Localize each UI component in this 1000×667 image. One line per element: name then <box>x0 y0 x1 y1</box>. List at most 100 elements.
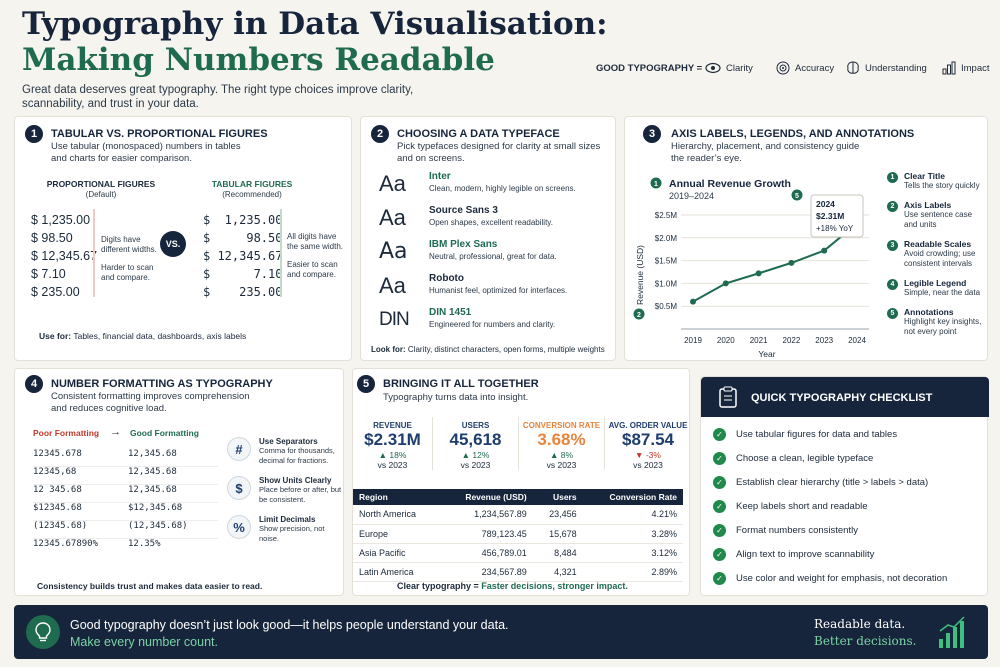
tabular-value: $ 1,235.00 <box>203 213 283 227</box>
x-tick-label: 2021 <box>750 336 768 345</box>
dollar-icon: $ <box>227 476 251 500</box>
annotation-item: 2 Axis Labels Use sentence case and units <box>887 200 985 230</box>
kpi-card: AVG. ORDER VALUE $87.54 ▼ -3% vs 2023 <box>608 421 688 470</box>
equation-item-clarity: Clarity <box>705 61 753 75</box>
section-number: 4 <box>25 375 43 393</box>
kpi-card: REVENUE $2.31M ▲ 18% vs 2023 <box>353 417 433 470</box>
arrow-icon: → <box>110 426 121 438</box>
checklist-header <box>701 377 989 417</box>
chart-title: Annual Revenue Growth <box>669 178 791 190</box>
typeface-item: Aa IBM Plex Sans Neutral, professional, gr… <box>379 239 609 273</box>
banner-right1: Readable data. <box>814 617 906 631</box>
section-bringing-together: 5 BRINGING IT ALL TOGETHER Typography tu… <box>352 368 690 596</box>
clipboard-icon <box>719 386 737 408</box>
proportional-title: PROPORTIONAL FIGURES <box>46 179 156 189</box>
checklist-items: ✓ Use tabular figures for data and tables… <box>713 422 947 590</box>
check-icon: ✓ <box>713 451 726 465</box>
typeface-sample: Aa <box>379 171 406 196</box>
typeface-name: Inter <box>429 171 451 182</box>
callout-box <box>810 194 864 238</box>
data-point <box>722 280 729 287</box>
section-footer: Consistency builds trust and makes data … <box>37 581 263 591</box>
poor-value: 12 345.68 <box>33 485 82 495</box>
section-subtitle: Use tabular (monospaced) numbers in tabl… <box>51 141 241 164</box>
growth-chart-icon <box>939 616 965 648</box>
annotation-title: Clear Title <box>904 171 945 181</box>
section-subtitle: Hierarchy, placement, and consistency gu… <box>671 141 860 164</box>
section-title: NUMBER FORMATTING AS TYPOGRAPHY <box>51 378 273 390</box>
section-subtitle: Typography turns data into insight. <box>383 392 529 403</box>
table-header: Conversion Rate <box>582 489 683 505</box>
proportional-value: $ 7.10 <box>31 267 66 281</box>
typeface-desc: Humanist feel, optimized for interfaces. <box>429 286 568 295</box>
section-number: 2 <box>371 125 389 143</box>
typeface-list: Aa Inter Clean, modern, highly legible on … <box>379 171 609 341</box>
annotation-list: 1 Clear Title Tells the story quickly 2 Axi… <box>887 171 985 346</box>
typeface-desc: Open shapes, excellent readability. <box>429 218 553 227</box>
check-icon: ✓ <box>713 475 726 489</box>
check-icon: ✓ <box>713 523 726 537</box>
chart-marker-2 <box>633 308 645 320</box>
section-title: TABULAR VS. PROPORTIONAL FIGURES <box>51 128 268 140</box>
divider <box>93 209 95 297</box>
data-point <box>821 247 828 254</box>
tip-title: Limit Decimals <box>259 515 316 524</box>
revenue-chart: 1 Annual Revenue Growth 2019–2024 $0.5M $… <box>633 177 869 359</box>
check-icon: ✓ <box>713 571 726 585</box>
good-value: 12.35% <box>128 539 161 549</box>
tabular-value: $ 235.00 <box>203 285 283 299</box>
typeface-item: Aa Inter Clean, modern, highly legible on … <box>379 171 609 205</box>
tabular-value: $ 12,345.67 <box>203 249 283 263</box>
proportional-value: $ 235.00 <box>31 285 80 299</box>
annotation-title: Legible Legend <box>904 278 967 288</box>
typeface-desc: Neutral, professional, great for data. <box>429 252 557 261</box>
x-tick-label: 2019 <box>684 336 702 345</box>
tabular-value: $ 7.10 <box>203 267 283 281</box>
chart-marker-1-label: 1 <box>654 181 658 188</box>
vs-badge: VS. <box>160 231 186 257</box>
typeface-desc: Clean, modern, highly legible on screens… <box>429 184 576 193</box>
section-number-formatting: 4 NUMBER FORMATTING AS TYPOGRAPHY Consis… <box>14 368 344 596</box>
tabular-value: $ 98.50 <box>203 231 283 245</box>
proportional-value: $ 1,235.00 <box>31 213 91 227</box>
tip-desc: Show precision, not noise. <box>259 524 325 543</box>
section-title: BRINGING IT ALL TOGETHER <box>383 378 539 390</box>
typeface-name: Roboto <box>429 273 464 284</box>
annotation-item: 5 Annotations Highlight key insights, not … <box>887 307 985 337</box>
tabular-subtitle: (Recommended) <box>222 190 282 199</box>
typeface-sample: Aa <box>379 239 408 264</box>
chart-marker-5 <box>791 189 803 201</box>
check-icon: ✓ <box>713 499 726 513</box>
poor-formatting-label: Poor Formatting <box>33 428 100 438</box>
x-tick-label: 2022 <box>783 336 801 345</box>
checklist-item: ✓ Establish clear hierarchy (title > labe… <box>713 470 947 494</box>
tip-item: # Use Separators Comma for thousands, deci… <box>227 437 343 466</box>
section-number: 1 <box>25 125 43 143</box>
page-subtitle: Great data deserves great typography. Th… <box>22 84 414 110</box>
kpi-card: USERS 45,618 ▲ 12% vs 2023 <box>433 417 519 470</box>
annotation-item: 3 Readable Scales Avoid crowding; use cons… <box>887 239 985 269</box>
page-title-line1: Typography in Data Visualisation: <box>22 6 608 42</box>
target-icon <box>776 61 790 75</box>
table-row: North America 1,234,567.89 23,456 4.21% <box>353 505 683 525</box>
checklist-item: ✓ Keep labels short and readable <box>713 494 947 518</box>
chart-subtitle: 2019–2024 <box>669 191 714 201</box>
banner-right2: Better decisions. <box>814 634 917 648</box>
annotation-title: Axis Labels <box>904 200 952 210</box>
section-title: CHOOSING A DATA TYPEFACE <box>397 128 560 140</box>
proportional-note: Digits have different widths. <box>101 235 157 254</box>
look-for: Look for: Clarity, distinct characters, … <box>371 345 605 354</box>
chart-marker-5-label: 5 <box>795 193 799 200</box>
good-value: $12,345.68 <box>128 503 183 513</box>
good-value: (12,345.68) <box>128 521 188 531</box>
tip-desc: Comma for thousands, decimal for fractio… <box>259 446 335 465</box>
hash-icon: # <box>227 437 251 461</box>
formatting-table: 12345.678 12,345.68 12345,68 12,345.68 12 … <box>33 449 218 557</box>
formatting-tips: # Use Separators Comma for thousands, deci… <box>227 437 343 554</box>
good-value: 12,345.68 <box>128 449 177 459</box>
checklist-item: ✓ Format numbers consistently <box>713 518 947 542</box>
chart-marker-1 <box>650 177 662 189</box>
tip-item: $ Show Units Clearly Place before or after… <box>227 476 343 505</box>
y-tick-label: $1.0M <box>655 279 678 288</box>
annotation-desc: Tells the story quickly <box>904 181 980 190</box>
